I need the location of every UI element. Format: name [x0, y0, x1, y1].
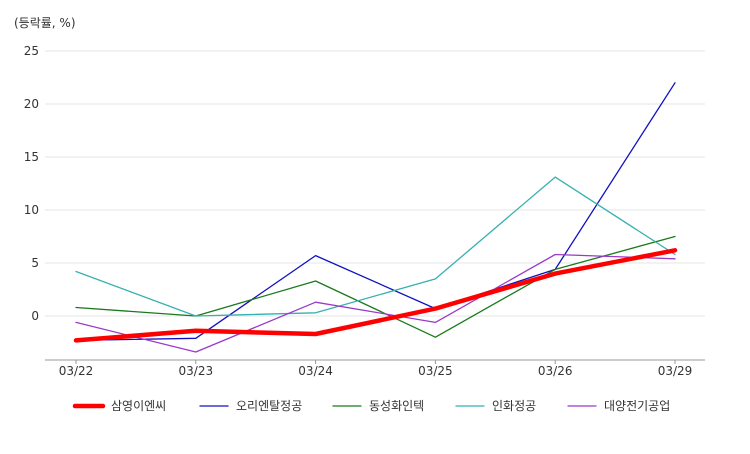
legend-label: 삼영이엔씨 [111, 399, 166, 413]
x-tick-label: 03/23 [179, 364, 214, 378]
y-tick-labels: 0 5 10 15 20 25 [24, 44, 39, 323]
x-tick-labels: 03/22 03/23 03/24 03/25 03/26 03/29 [59, 360, 693, 378]
grid-lines [45, 50, 705, 317]
y-tick-label: 25 [24, 44, 39, 58]
series-line-1 [73, 248, 678, 343]
series-line-5 [75, 253, 676, 353]
y-tick-label: 20 [24, 97, 39, 111]
x-tick-label: 03/25 [418, 364, 453, 378]
y-tick-label: 5 [31, 256, 39, 270]
x-tick-label: 03/24 [298, 364, 333, 378]
series-line-2 [75, 82, 676, 342]
series-line-3 [75, 235, 676, 338]
series-lines [73, 82, 678, 353]
y-axis-label: (등락률, %) [14, 16, 76, 30]
legend-label: 동성화인텍 [369, 399, 424, 413]
legend-label: 인화정공 [492, 399, 536, 413]
legend: 삼영이엔씨 오리엔탈정공 동성화인텍 인화정공 대양전기공업 [72, 399, 670, 413]
y-tick-label: 10 [24, 203, 39, 217]
legend-label: 대양전기공업 [604, 399, 670, 413]
y-tick-label: 0 [31, 309, 39, 323]
series-line-4 [75, 176, 676, 317]
legend-label: 오리엔탈정공 [236, 399, 302, 413]
x-tick-label: 03/22 [59, 364, 94, 378]
x-tick-label: 03/26 [538, 364, 573, 378]
y-tick-label: 15 [24, 150, 39, 164]
x-tick-label: 03/29 [658, 364, 693, 378]
